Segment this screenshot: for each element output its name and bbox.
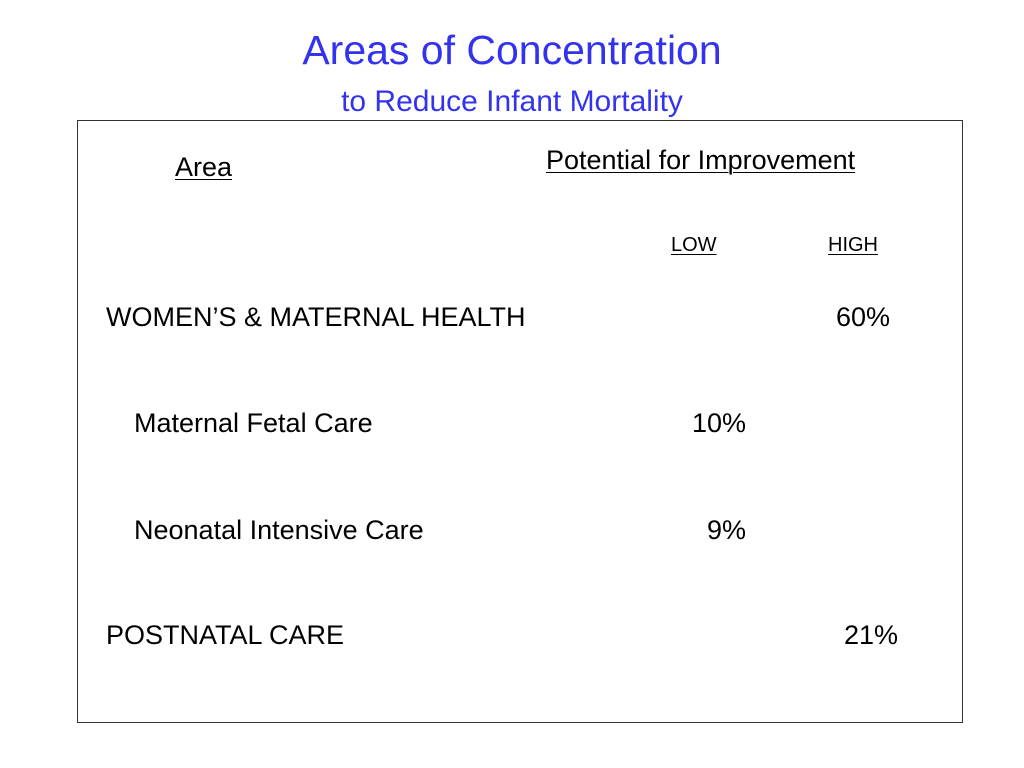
slide-subtitle: to Reduce Infant Mortality [341,85,683,118]
table-row-label: Maternal Fetal Care [134,408,373,438]
slide-title: Areas of Concentration [302,27,722,73]
table-frame [77,120,963,723]
table-row-low-value: 9% [706,515,746,545]
high-column-header: HIGH [828,234,878,256]
table-row-label: WOMEN’S & MATERNAL HEALTH [106,302,526,332]
table-row-label: POSTNATAL CARE [106,620,345,650]
table-row-high-value: 21% [843,620,898,650]
potential-column-header: Potential for Improvement [546,145,856,175]
low-column-header: LOW [671,234,717,256]
table-row-low-value: 10% [691,408,746,438]
table-row-label: Neonatal Intensive Care [134,515,424,545]
area-column-header: Area [175,152,233,182]
table-row-high-value: 60% [835,302,890,332]
